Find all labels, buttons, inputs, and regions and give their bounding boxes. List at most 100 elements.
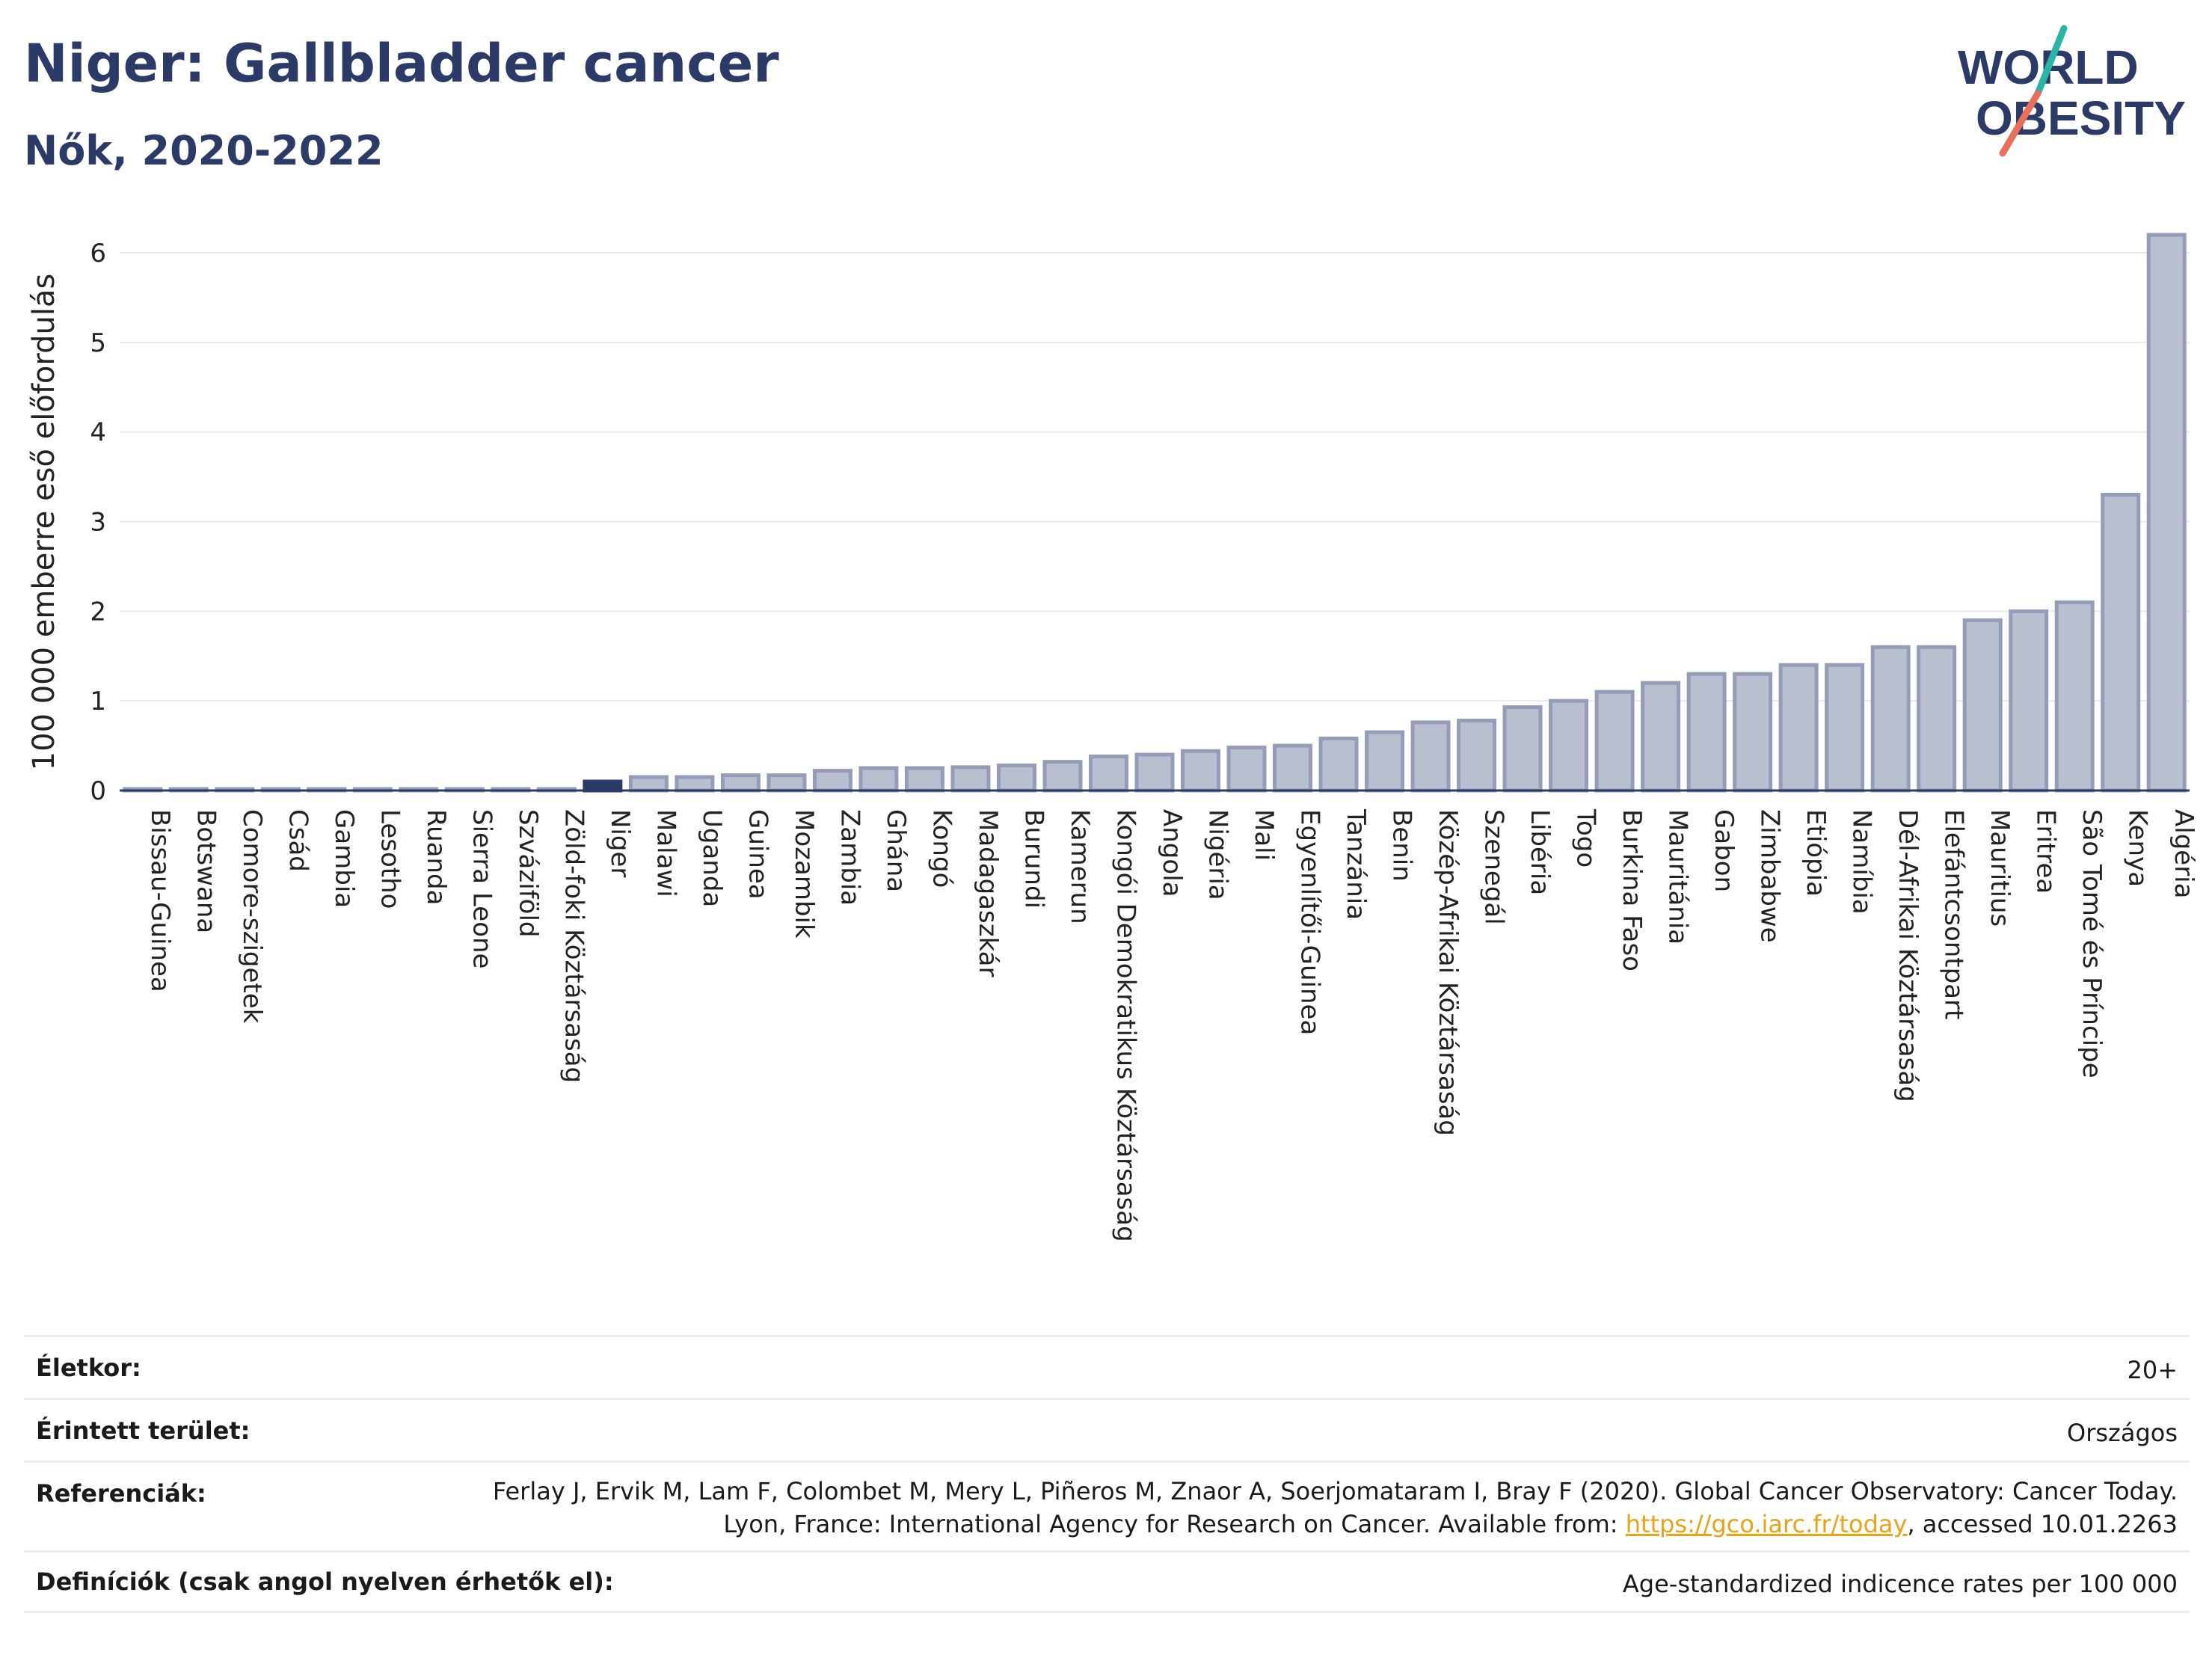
- info-row-definitions: Definíciók (csak angol nyelven érhetők e…: [24, 1550, 2190, 1613]
- age-value: 20+: [2127, 1356, 2178, 1384]
- references-label: Referenciák:: [36, 1479, 206, 1508]
- area-label: Érintett terület:: [36, 1416, 251, 1445]
- x-tick-label: Niger: [605, 809, 635, 877]
- x-tick-label: Burkina Faso: [1617, 809, 1647, 971]
- x-tick-label: Gabon: [1709, 809, 1739, 892]
- x-tick-label: Guinea: [743, 809, 772, 900]
- world-obesity-logo: WORLD OBESITY: [1958, 25, 2186, 157]
- definitions-value: Age-standardized indicence rates per 100…: [1622, 1570, 2178, 1598]
- bar: [1042, 760, 1083, 793]
- x-tick-label: Zimbabwe: [1755, 809, 1785, 943]
- x-tick-label: Uganda: [697, 809, 727, 907]
- x-tick-label: Gambia: [329, 809, 359, 908]
- info-row-references: Referenciák: Ferlay J, Ervik M, Lam F, C…: [24, 1461, 2190, 1550]
- references-value: Ferlay J, Ervik M, Lam F, Colombet M, Me…: [458, 1475, 2178, 1541]
- x-tick-label: Libéria: [1525, 809, 1555, 895]
- x-tick-label: Ruanda: [421, 809, 451, 905]
- bar: [1594, 690, 1635, 793]
- x-tick-label: Tanzánia: [1341, 808, 1371, 920]
- x-tick-label: Bissau-Guinea: [145, 809, 175, 992]
- x-tick-label: Etiópia: [1801, 809, 1831, 897]
- x-tick-label: Kamerun: [1065, 809, 1095, 924]
- info-table: Életkor: 20+ Érintett terület: Országos …: [24, 1335, 2190, 1613]
- x-tick-label: Angola: [1157, 809, 1187, 897]
- bar: [1778, 663, 1819, 793]
- x-tick-label: Sierra Leone: [467, 809, 497, 968]
- x-tick-label: Kongó: [927, 809, 956, 888]
- bar: [2054, 600, 2095, 793]
- bar: [2009, 609, 2049, 793]
- bar: [1181, 749, 1221, 793]
- y-tick-label: 4: [90, 418, 106, 448]
- y-tick-label: 1: [90, 687, 106, 716]
- logo-slash-teal: [2034, 25, 2068, 97]
- bar: [583, 779, 623, 793]
- bar: [720, 773, 761, 793]
- page-title: Niger: Gallbladder cancer: [24, 33, 779, 94]
- bar: [1273, 743, 1313, 793]
- info-row-age: Életkor: 20+: [24, 1335, 2190, 1398]
- bar: [1549, 698, 1589, 793]
- x-tick-label: Közép-Afrikai Köztársaság: [1433, 809, 1463, 1136]
- x-tick-label: Zambia: [835, 809, 864, 906]
- x-tick-label: Botswana: [191, 809, 221, 933]
- x-tick-label: Ghána: [881, 809, 911, 892]
- x-tick-label: Egyenlítői-Guinea: [1295, 809, 1325, 1035]
- bar: [1733, 672, 1773, 793]
- x-tick-label: Nigéria: [1203, 809, 1233, 900]
- bar: [1410, 720, 1451, 793]
- bar: [996, 763, 1036, 793]
- bar: [2101, 493, 2141, 793]
- y-tick-label: 5: [90, 328, 106, 358]
- bar: [858, 766, 899, 793]
- x-tick-label: Malawi: [651, 809, 681, 897]
- references-text: Ferlay J, Ervik M, Lam F, Colombet M, Me…: [492, 1477, 2178, 1538]
- x-tick-label: Szváziföld: [513, 809, 543, 937]
- x-tick-label: Mauritánia: [1663, 809, 1693, 945]
- bar: [1502, 705, 1543, 793]
- bar: [1457, 719, 1497, 793]
- x-tick-label: Kongói Demokratikus Köztársaság: [1110, 809, 1140, 1242]
- bar: [1318, 736, 1359, 793]
- area-value: Országos: [2067, 1419, 2178, 1447]
- x-tick-label: Mali: [1249, 809, 1279, 861]
- y-tick-label: 3: [90, 508, 106, 538]
- bar: [1088, 754, 1128, 793]
- x-tick-label: Eritrea: [2031, 809, 2061, 894]
- x-tick-label: Comore-szigetek: [237, 809, 267, 1024]
- bar: [1917, 645, 1957, 793]
- info-row-area: Érintett terület: Országos: [24, 1398, 2190, 1461]
- x-tick-label: Lesotho: [375, 809, 405, 909]
- age-label: Életkor:: [36, 1354, 141, 1382]
- reference-link[interactable]: https://gco.iarc.fr/today: [1625, 1510, 1908, 1538]
- x-tick-label: Algéria: [2169, 809, 2199, 898]
- bar: [1226, 745, 1267, 793]
- x-tick-label: Benin: [1387, 809, 1417, 882]
- x-tick-label: Madagaszkár: [973, 809, 1003, 977]
- bar: [904, 766, 944, 793]
- bar-chart: 0 1 2 3 4 5 6 100 000 emberre eső előfordulás Bi…: [27, 233, 2199, 1242]
- bar: [812, 769, 852, 793]
- x-tick-label: Zöld-foki Köztársaság: [559, 809, 589, 1083]
- bar: [1962, 618, 2003, 793]
- bar: [950, 765, 991, 793]
- page-subtitle: Nők, 2020-2022: [24, 127, 384, 174]
- bar: [675, 775, 715, 793]
- x-tick-label: Mauritius: [1985, 809, 2015, 927]
- bar: [628, 775, 669, 793]
- bar: [2146, 233, 2187, 793]
- x-tick-label: Kenya: [2123, 809, 2153, 887]
- bar: [1870, 645, 1911, 793]
- bar: [1686, 672, 1727, 793]
- y-tick-label: 0: [90, 776, 106, 806]
- x-tick-label: Szenegál: [1479, 809, 1509, 925]
- bar: [1365, 730, 1405, 793]
- x-tick-label: Mozambik: [789, 809, 819, 939]
- bar: [1134, 752, 1175, 793]
- y-tick-label: 2: [90, 597, 106, 627]
- y-tick-label: 6: [90, 239, 106, 268]
- bar: [766, 773, 807, 793]
- x-tick-label: Csád: [283, 809, 313, 872]
- y-axis-label: 100 000 emberre eső előfordulás: [27, 274, 61, 771]
- logo-slash-coral: [1999, 90, 2042, 157]
